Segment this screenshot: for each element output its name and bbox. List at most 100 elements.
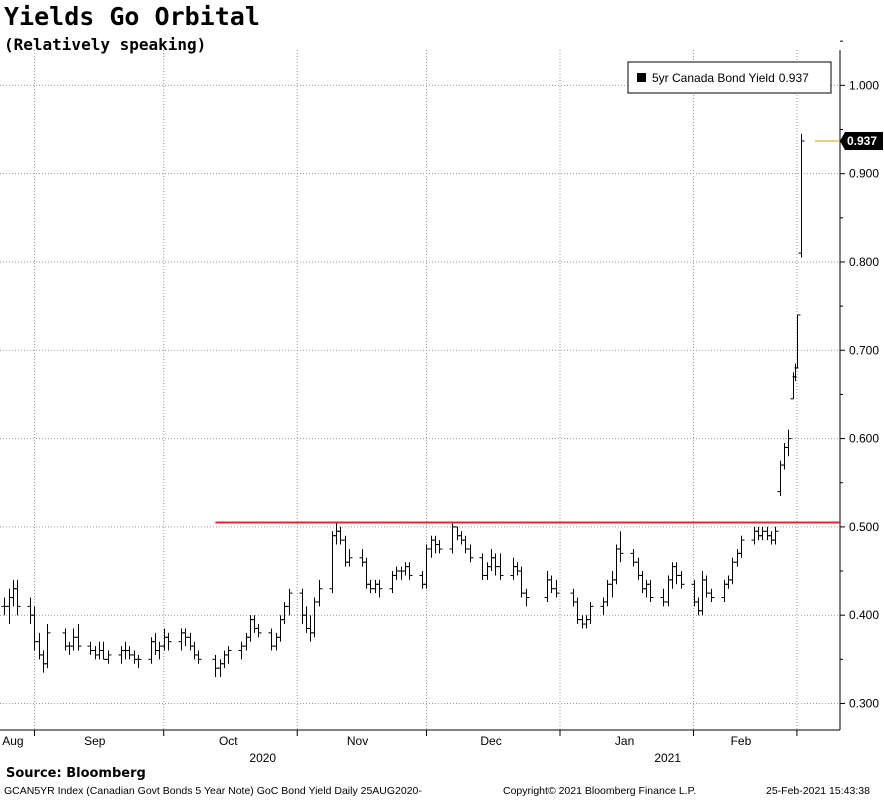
footer-description: GCAN5YR Index (Canadian Govt Bonds 5 Yea… — [4, 785, 422, 797]
ohlc-bar — [195, 650, 202, 664]
last-value-tag: 0.937 — [815, 131, 883, 150]
legend-box — [627, 61, 832, 94]
x-tick-label: Jan — [615, 734, 634, 748]
ohlc-bar — [14, 579, 21, 616]
ohlc-bar — [87, 641, 94, 655]
ohlc-bar — [131, 650, 138, 664]
ohlc-bar — [178, 628, 185, 651]
ohlc-bar — [458, 531, 465, 545]
ohlc-bar — [794, 314, 801, 369]
x-tick-label: Sep — [84, 734, 106, 748]
ohlc-bar — [44, 624, 51, 669]
y-tick-label: 1.000 — [849, 78, 879, 92]
ohlc-bar — [217, 659, 224, 678]
ohlc-bar — [764, 526, 771, 541]
ohlc-bar — [156, 641, 163, 660]
ohlc-bar — [523, 588, 530, 607]
y-tick-label: 0.700 — [849, 343, 879, 357]
grid-layer — [0, 50, 840, 730]
ohlc-bar — [751, 526, 758, 545]
ohlc-bar — [734, 548, 741, 567]
x-tick-label: Aug — [2, 734, 23, 748]
ohlc-bar — [398, 566, 405, 580]
legend: 5yr Canada Bond Yield 0.937 — [627, 61, 832, 94]
last-value-tag-text: 0.937 — [847, 134, 877, 148]
y-tick-label: 0.600 — [849, 432, 879, 446]
ohlc-bar — [759, 526, 766, 541]
ohlc-bar — [467, 544, 474, 563]
ohlc-bar — [100, 641, 107, 660]
ohlc-bar — [346, 548, 353, 567]
ohlc-bar — [255, 624, 262, 638]
ohlc-bar — [647, 579, 654, 602]
ohlc-bar — [238, 641, 245, 660]
ohlc-bar — [225, 646, 232, 664]
ohlc-bar — [135, 654, 142, 669]
ohlc-bar — [738, 535, 745, 558]
ohlc-bar — [643, 579, 650, 598]
ohlc-bar — [126, 646, 133, 660]
ohlc-bar — [600, 597, 607, 616]
y-tick-label: 0.900 — [849, 167, 879, 181]
ohlc-bar — [587, 601, 594, 625]
ohlc-bar — [514, 562, 521, 576]
ohlc-bar — [785, 429, 792, 457]
ohlc-bar — [286, 588, 293, 616]
ohlc-bar — [243, 632, 250, 651]
ohlc-bar — [10, 579, 17, 607]
ohlc-bar — [428, 535, 435, 558]
ohlc-bar — [553, 579, 560, 598]
ohlc-bar — [755, 526, 762, 541]
ohlc-bar — [639, 571, 646, 594]
ohlc-bar — [630, 548, 637, 567]
ohlc-bar — [583, 615, 590, 629]
ohlc-bar — [678, 571, 685, 589]
ohlc-bar — [772, 526, 779, 545]
ohlc-bar — [699, 571, 706, 616]
ohlc-bar — [105, 650, 112, 664]
ohlc-bar — [152, 632, 159, 655]
ohlc-bar — [423, 544, 430, 589]
ohlc-bar — [462, 535, 469, 554]
footer-source: Source: Bloomberg — [6, 766, 146, 781]
ohlc-bar — [281, 601, 288, 625]
x-year-label: 2021 — [654, 751, 681, 765]
x-year-label: 2020 — [249, 751, 276, 765]
ohlc-bar — [372, 579, 379, 594]
ohlc-bar — [70, 628, 77, 651]
ohlc-bar — [161, 628, 168, 651]
ohlc-bar — [673, 562, 680, 585]
x-tick-label: Dec — [480, 734, 501, 748]
ohlc-bar — [299, 588, 306, 625]
ohlc-bar — [333, 522, 340, 545]
ohlc-bar — [497, 553, 504, 580]
ohlc-bar — [488, 548, 495, 572]
ohlc-bar — [510, 557, 517, 580]
ohlc-bar — [402, 562, 409, 576]
ohlc-bar — [212, 654, 219, 678]
ohlc-bar — [721, 579, 728, 602]
ohlc-bar — [393, 566, 400, 580]
ohlc-bar — [436, 540, 443, 554]
ohlc-bar — [406, 562, 413, 580]
x-tick-label: Feb — [731, 734, 752, 748]
y-axis: 0.300 0.400 0.500 0.600 0.700 0.800 0.900 1.000 — [839, 40, 879, 730]
y-tick-label: 0.400 — [849, 608, 879, 622]
ohlc-bar — [367, 579, 374, 594]
ohlc-bar — [617, 531, 624, 563]
x-tick-label: Nov — [347, 734, 368, 748]
legend-value: 0.937 — [779, 71, 809, 85]
ohlc-bar — [311, 597, 318, 638]
ohlc-bar — [191, 641, 198, 660]
ohlc-bar — [579, 615, 586, 629]
ohlc-bar — [75, 624, 82, 651]
ohlc-bar — [389, 571, 396, 594]
ohlc-bar — [62, 628, 69, 651]
ohlc-bar — [695, 597, 702, 616]
ohlc-bar — [329, 531, 336, 594]
ohlc-bar — [419, 571, 426, 589]
chart-subtitle: (Relatively speaking) — [4, 35, 207, 54]
ohlc-bar — [454, 526, 461, 541]
ohlc-bar — [613, 544, 620, 585]
